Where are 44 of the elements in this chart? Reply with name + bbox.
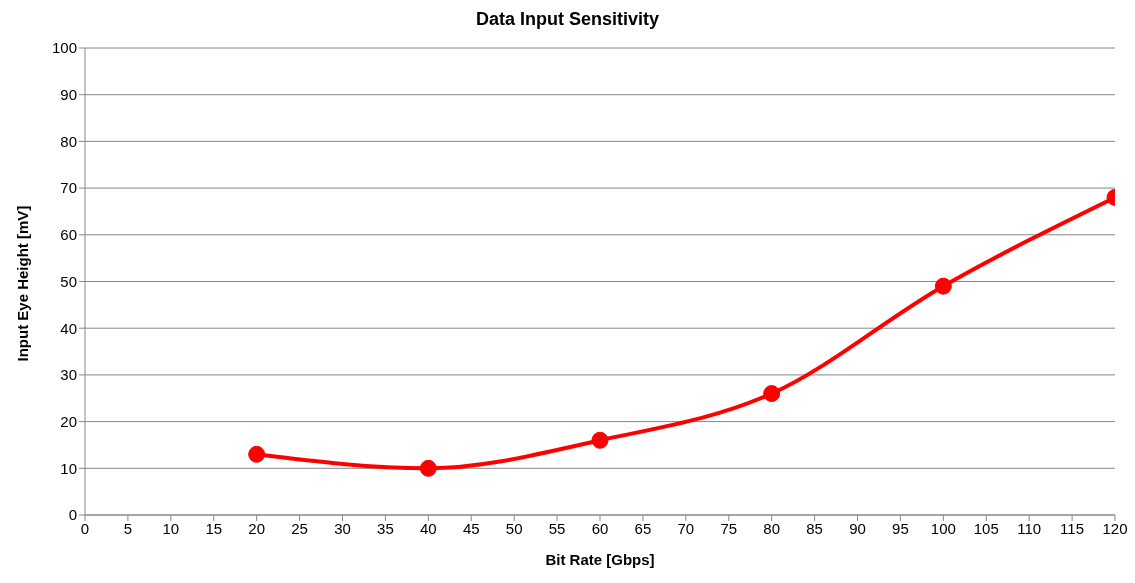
- y-tick-label: 90: [60, 86, 77, 104]
- y-tick-label: 30: [60, 366, 77, 384]
- x-tick-label: 50: [505, 519, 523, 537]
- y-tick-label: 60: [60, 226, 77, 244]
- point: [419, 459, 437, 477]
- y-axis-title: Input Eye Height [mV]: [14, 205, 32, 362]
- x-tick-label: 25: [291, 519, 308, 537]
- y-tick-label: 80: [60, 132, 77, 150]
- chart-title: Data Input Sensitivity: [474, 8, 660, 31]
- x-tick-label: 45: [462, 519, 480, 537]
- x-tick-label: 105: [973, 519, 999, 537]
- x-tick-label: 70: [677, 519, 695, 537]
- y-tick-label: 50: [60, 272, 77, 290]
- x-axis-title: Bit Rate [Gbps]: [545, 551, 655, 568]
- y-tick-label: 10: [60, 459, 77, 477]
- x-tick-label: 75: [720, 519, 738, 537]
- y-tick-label: 70: [60, 179, 77, 197]
- x-tick-label: 10: [162, 519, 180, 537]
- point: [591, 431, 609, 449]
- x-tick-label: 60: [591, 519, 609, 537]
- x-tick-label: 95: [892, 519, 909, 537]
- y-tick-label: 100: [51, 39, 77, 57]
- x-tick-label: 30: [334, 519, 351, 537]
- y-tick-label: 40: [60, 319, 77, 337]
- y-tick-label: 20: [60, 412, 77, 430]
- point: [934, 277, 952, 295]
- x-tick-label: 0: [80, 519, 90, 537]
- x-tick-label: 85: [806, 519, 823, 537]
- x-tick-label: 65: [634, 519, 652, 537]
- x-tick-label: 110: [1017, 519, 1042, 537]
- x-tick-label: 80: [763, 519, 781, 537]
- x-tick-label: 5: [123, 519, 133, 537]
- point: [248, 445, 266, 463]
- x-tick-label: 100: [930, 519, 956, 537]
- y-tick-label: 0: [68, 506, 77, 524]
- x-tick-label: 15: [205, 519, 223, 537]
- x-tick-label: 90: [849, 519, 866, 537]
- x-tick-label: 115: [1060, 519, 1085, 537]
- x-tick-label: 120: [1102, 519, 1128, 537]
- x-tick-label: 20: [248, 519, 266, 537]
- x-tick-label: 55: [548, 519, 566, 537]
- x-tick-label: 40: [419, 519, 437, 537]
- point: [763, 385, 781, 403]
- x-tick-label: 35: [377, 519, 394, 537]
